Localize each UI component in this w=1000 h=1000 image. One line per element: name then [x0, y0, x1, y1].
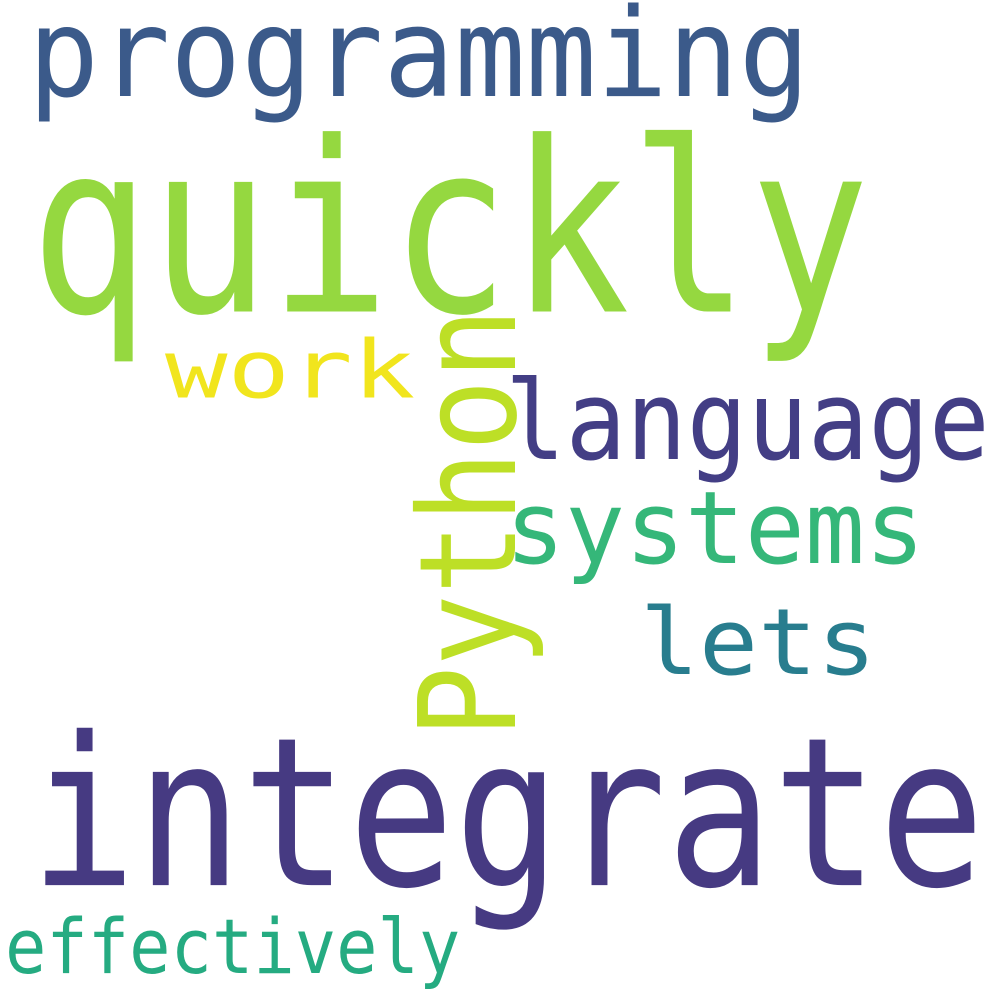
word-effectively: effectively	[5, 901, 461, 991]
word-work: work	[165, 323, 416, 418]
word-systems: systems	[505, 468, 925, 587]
word-integrate: integrate	[30, 693, 985, 935]
word-lets: lets	[640, 588, 877, 696]
word-programming: programming	[28, 0, 810, 127]
word-quickly: quickly	[30, 91, 870, 368]
word-language: language	[505, 356, 990, 485]
